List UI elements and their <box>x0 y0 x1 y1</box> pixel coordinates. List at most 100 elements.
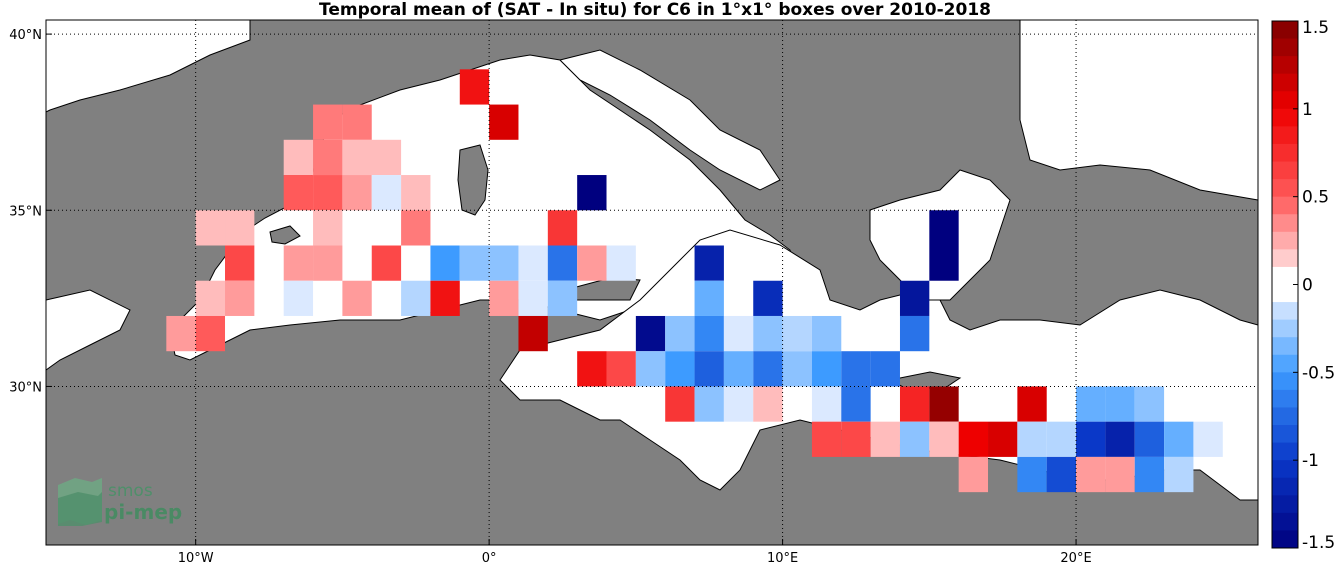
grid-cell <box>929 421 959 457</box>
grid-cell <box>342 175 372 211</box>
colorbar-swatch <box>1272 389 1298 408</box>
colorbar-swatch <box>1272 354 1298 373</box>
grid-cell <box>401 175 431 211</box>
colorbar-swatch <box>1272 530 1298 549</box>
grid-cell <box>782 351 812 387</box>
grid-cell <box>577 175 607 211</box>
grid-cell <box>342 280 372 316</box>
grid-cell <box>518 245 548 281</box>
colorbar-swatch <box>1272 249 1298 268</box>
grid-cell <box>1017 456 1047 493</box>
grid-cell <box>283 139 314 176</box>
colorbar-swatch <box>1272 372 1298 391</box>
grid-cell <box>430 245 460 281</box>
grid-cell <box>811 421 842 457</box>
grid-cell <box>1193 421 1223 457</box>
map-frame <box>45 19 1259 546</box>
colorbar-swatch <box>1272 460 1298 479</box>
smos-pimep-logo: smos pi-mep <box>58 478 182 526</box>
grid-cell <box>694 386 724 422</box>
y-tick-label: 35°N <box>9 204 42 219</box>
grid-cell <box>1105 456 1135 493</box>
colorbar-tick-label: -0.5 <box>1302 363 1335 383</box>
sardinia-corsica-island <box>457 144 489 216</box>
colorbar-swatch <box>1272 91 1298 110</box>
grid-cell <box>841 421 871 457</box>
grid-cell <box>811 315 842 352</box>
grid-cell <box>753 280 783 316</box>
colorbar-swatch <box>1272 179 1298 198</box>
grid-cell <box>547 210 578 246</box>
grid-cell <box>459 69 490 105</box>
colorbar-swatch <box>1272 266 1298 285</box>
islands <box>269 144 962 389</box>
grid-cell <box>489 280 519 316</box>
grid-cell <box>899 280 930 316</box>
logo-text-pimep: pi-mep <box>104 500 182 524</box>
grid-cell <box>459 245 490 281</box>
grid-cell <box>723 386 754 422</box>
balearic-island <box>269 225 301 245</box>
colorbar-tick-label: -1 <box>1302 451 1319 471</box>
logo-text-smos: smos <box>108 481 153 501</box>
grid-cell <box>1105 421 1135 457</box>
grid-cell <box>195 210 226 246</box>
colorbar-swatch <box>1272 284 1298 303</box>
grid-cell <box>1017 386 1047 422</box>
grid-cell <box>1046 421 1077 457</box>
grid-cell <box>195 280 226 316</box>
grid-cell <box>577 245 607 281</box>
colorbar-swatch <box>1272 407 1298 426</box>
grid-cell <box>753 315 783 352</box>
grid-cell <box>929 245 959 281</box>
colorbar-swatch <box>1272 319 1298 338</box>
grid-cell <box>371 245 402 281</box>
x-tick-label: 10°W <box>178 551 214 566</box>
grid-cell <box>166 315 196 352</box>
grid-cell <box>313 139 343 176</box>
grid-cell <box>694 245 724 281</box>
colorbar-swatch <box>1272 231 1298 250</box>
map-title: Temporal mean of (SAT - In situ) for C6 … <box>319 0 991 20</box>
grid-cell <box>606 351 636 387</box>
grid-cell <box>1046 456 1077 493</box>
grid-cell <box>225 210 255 246</box>
grid-cells <box>166 69 1223 493</box>
grid-cell <box>665 315 695 352</box>
grid-cell <box>635 315 666 352</box>
grid-cell <box>694 280 724 316</box>
colorbar-swatch <box>1272 425 1298 444</box>
grid-cell <box>283 245 314 281</box>
x-tick-label: 20°E <box>1060 551 1091 566</box>
colorbar-swatch <box>1272 73 1298 92</box>
colorbar-tick-label: -1.5 <box>1302 533 1335 553</box>
grid-cell <box>723 351 754 387</box>
colorbar-swatch <box>1272 337 1298 356</box>
grid-cell <box>929 210 959 246</box>
colorbar-tick-label: 0.5 <box>1302 188 1329 208</box>
colorbar-swatch <box>1272 108 1298 127</box>
grid-cell <box>283 280 314 316</box>
grid-cell <box>811 386 842 422</box>
colorbar-swatch <box>1272 38 1298 57</box>
grid-cell <box>518 315 548 352</box>
colorbar-tick-label: 1.5 <box>1302 18 1329 38</box>
grid-cell <box>1017 421 1047 457</box>
grid-cell <box>225 280 255 316</box>
grid-cell <box>870 351 900 387</box>
grid-cell <box>1105 386 1135 422</box>
colorbar-tick-label: 1 <box>1302 100 1313 120</box>
grid-cell <box>518 280 548 316</box>
grid-cell <box>665 386 695 422</box>
grid-cell <box>577 351 607 387</box>
grid-cell <box>342 139 372 176</box>
x-tick-label: 10°E <box>767 551 798 566</box>
grid-cell <box>401 280 431 316</box>
grid-cell <box>811 351 842 387</box>
colorbar-swatch <box>1272 442 1298 461</box>
grid-cell <box>489 104 519 140</box>
grid-cell <box>782 315 812 352</box>
grid-cell <box>841 351 871 387</box>
grid-cell <box>899 421 930 457</box>
